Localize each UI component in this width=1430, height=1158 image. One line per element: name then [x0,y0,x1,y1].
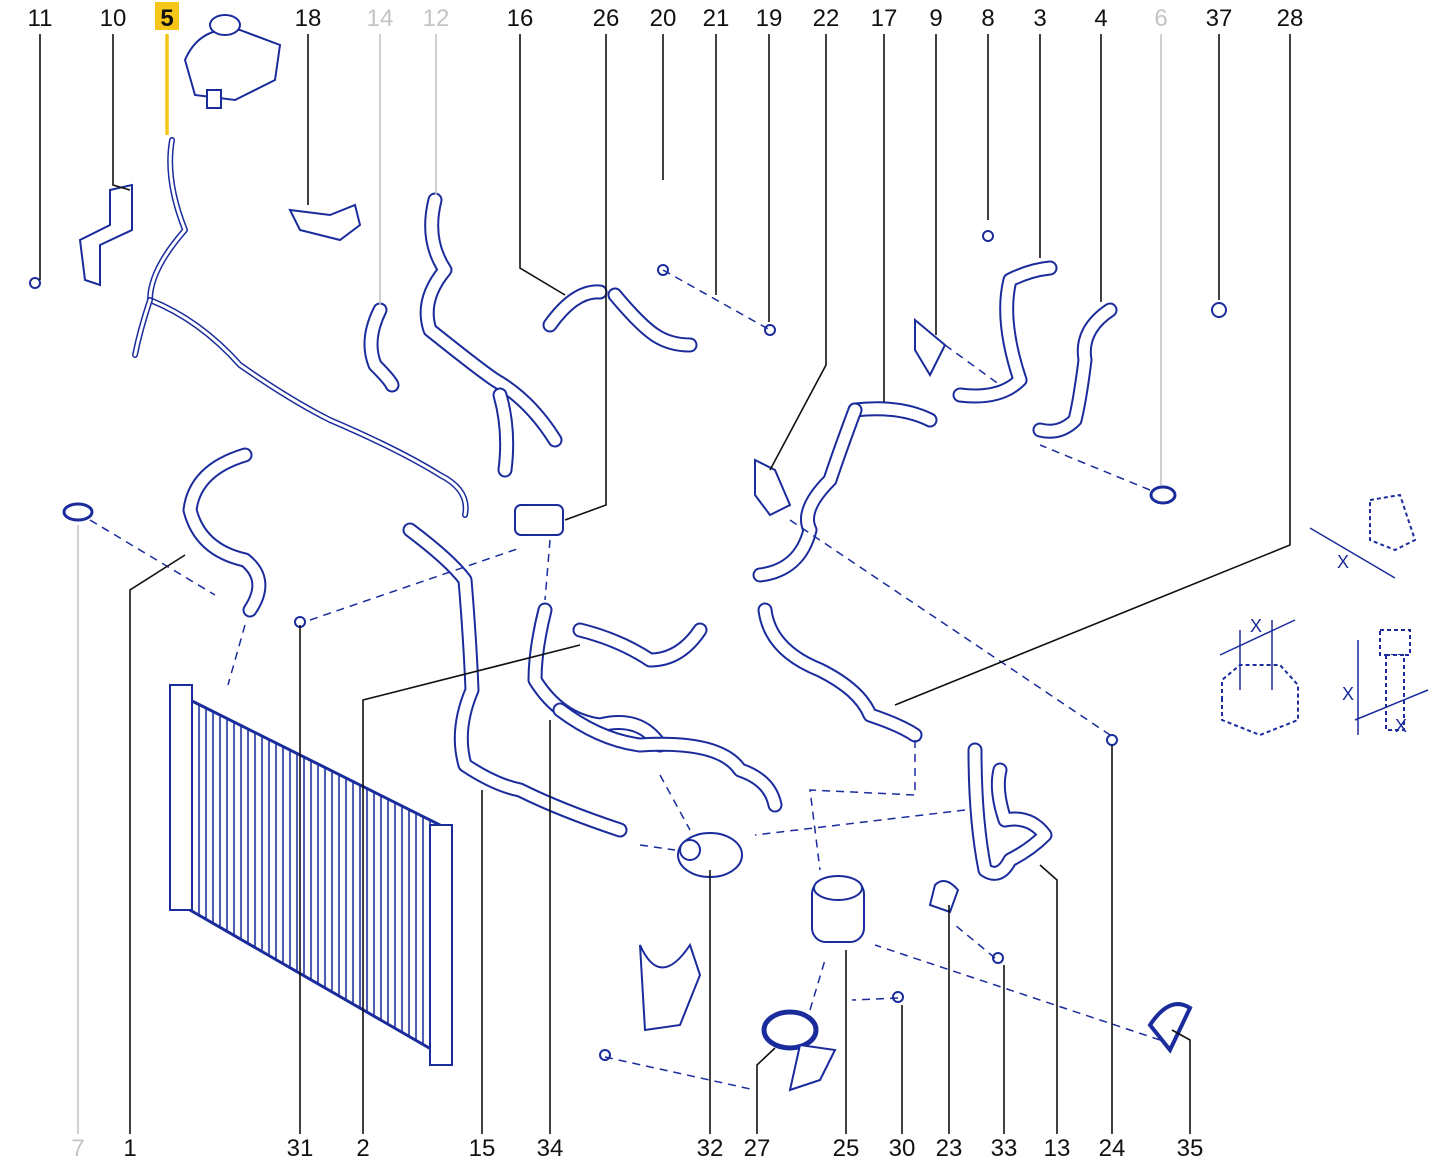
bracket-36 [639,942,702,1032]
bolts [29,230,1118,1061]
part-label-34[interactable]: 34 [537,1135,564,1158]
bolt-icon [29,277,41,289]
part-label-3[interactable]: 3 [1033,5,1046,32]
part-label-16[interactable]: 16 [507,5,534,32]
part-label-12[interactable]: 12 [423,5,450,32]
part-label-17[interactable]: 17 [871,5,898,32]
part-label-8[interactable]: 8 [981,5,994,32]
clip-9 [914,317,947,378]
dimension-x-label: X [1395,716,1407,736]
bracket-18 [288,203,362,242]
part-label-24[interactable]: 24 [1099,1135,1126,1158]
pump-25 [811,875,865,943]
part-label-27[interactable]: 27 [744,1135,771,1158]
part-label-22[interactable]: 22 [813,5,840,32]
coolant-pump-32 [677,832,743,878]
part-label-13[interactable]: 13 [1044,1135,1071,1158]
part-label-35[interactable]: 35 [1177,1135,1204,1158]
leader-line-27 [756,1047,776,1134]
part-label-6[interactable]: 6 [1154,5,1167,32]
part-label-30[interactable]: 30 [889,1135,916,1158]
expansion-tank [183,14,282,109]
part-label-25[interactable]: 25 [833,1135,860,1158]
part-label-20[interactable]: 20 [650,5,677,32]
part-label-7[interactable]: 7 [71,1135,84,1158]
bracket-10 [78,183,133,287]
hose [757,602,923,743]
bracket-27 [761,1009,837,1092]
part-label-26[interactable]: 26 [593,5,620,32]
part-label-19[interactable]: 19 [756,5,783,32]
part-label-23[interactable]: 23 [936,1135,963,1158]
part-label-5[interactable]: 5 [160,5,173,32]
dimension-x-label: X [1342,684,1354,704]
leader-line-1 [129,554,186,1134]
bolt-icon [992,952,1004,964]
part-label-37[interactable]: 37 [1206,5,1233,32]
leader-line-2 [362,644,581,1134]
part-label-32[interactable]: 32 [697,1135,724,1158]
part-label-33[interactable]: 33 [991,1135,1018,1158]
part-label-18[interactable]: 18 [295,5,322,32]
bolt-icon [1106,734,1118,746]
hose [419,192,563,448]
bracket-22 [754,458,792,517]
bolt-icon [982,230,994,242]
part-label-28[interactable]: 28 [1277,5,1304,32]
bolt-icon [764,324,776,336]
hoses [132,137,1118,881]
bolt-icon [892,991,904,1003]
clamps [62,302,1227,1054]
part-label-4[interactable]: 4 [1094,5,1107,32]
leader-lines [39,34,1291,1134]
leader-line-22 [769,34,827,471]
part-number-labels: 11 10 5 18 14 12 16 26 20 21 19 22 17 9 8 3 4 6 37 287 1 31 2 1… [28,2,1304,1158]
leader-line-16 [519,34,566,296]
leader-line-28 [894,34,1291,706]
part-label-9[interactable]: 9 [929,5,942,32]
dimension-x-label: X [1250,616,1262,636]
dimension-details: X X X X [1219,493,1429,737]
part-label-15[interactable]: 15 [469,1135,496,1158]
leader-line-10 [112,34,131,191]
leader-line-13 [1039,864,1058,1134]
part-label-1[interactable]: 1 [123,1135,136,1158]
part-label-2[interactable]: 2 [356,1135,369,1158]
highlight-badge [155,2,179,30]
part-label-11[interactable]: 11 [28,5,53,32]
part-label-21[interactable]: 21 [703,5,730,32]
parts-group: X X X X [29,14,1429,1092]
radiator [169,684,453,1066]
part-label-31[interactable]: 31 [287,1135,314,1158]
dimension-x-label: X [1337,552,1349,572]
valve-26 [514,504,564,536]
leader-line-35 [1171,1029,1191,1134]
leader-line-26 [564,34,607,521]
part-label-10[interactable]: 10 [100,5,127,32]
assembly-lines [89,269,1161,1091]
part-label-14[interactable]: 14 [367,5,394,32]
